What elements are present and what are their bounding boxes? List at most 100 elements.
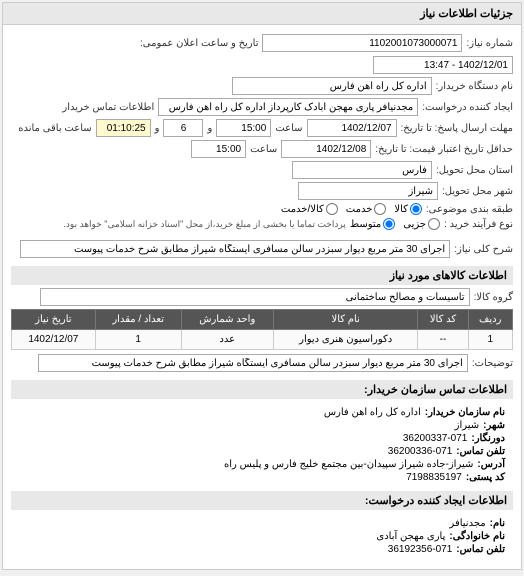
requester-section: نام: مجدنیافر نام خانوادگی: پاری مهجن آب…: [11, 510, 513, 563]
radio-partial-input[interactable]: [428, 218, 440, 230]
goods-group-label: گروه کالا:: [474, 292, 513, 303]
radio-goods[interactable]: کالا: [394, 203, 422, 215]
radio-medium[interactable]: متوسط: [350, 218, 395, 230]
delivery-city-input[interactable]: [298, 182, 438, 200]
radio-service-input[interactable]: [374, 203, 386, 215]
row-request-number: شماره نیاز: تاریخ و ساعت اعلان عمومی:: [11, 34, 513, 74]
radio-partial-label: جزیی: [403, 219, 426, 230]
req-phone-label: تلفن تماس:: [456, 544, 505, 555]
td-row: 1: [468, 330, 513, 350]
requester-input[interactable]: [158, 98, 418, 116]
info-family: نام خانوادگی: پاری مهجن آبادی: [19, 531, 505, 542]
category-radio-group: کالا خدمت کالا/خدمت: [281, 203, 422, 215]
th-date: تاریخ نیاز: [12, 310, 96, 330]
row-purchase-type: نوع فرآیند خرید : جزیی متوسط پرداخت تمام…: [11, 218, 513, 230]
row-delivery-state: استان محل تحویل:: [11, 161, 513, 179]
radio-both-input[interactable]: [326, 203, 338, 215]
requester-label: ایجاد کننده درخواست:: [422, 102, 513, 113]
announce-datetime-label: تاریخ و ساعت اعلان عمومی:: [140, 38, 259, 49]
purchase-radio-group: جزیی متوسط: [350, 218, 440, 230]
td-code: --: [418, 330, 468, 350]
time-label-1: ساعت: [275, 123, 302, 134]
info-address: آدرس: شیراز-جاده شیراز سپیدان-بین مجتمع …: [19, 459, 505, 470]
family-label: نام خانوادگی:: [449, 531, 505, 542]
org-value: اداره کل راه اهن فارس: [324, 407, 421, 418]
th-qty: تعداد / مقدار: [95, 310, 181, 330]
payment-note: پرداخت تماما یا بخشی از مبلغ خرید،از محل…: [63, 219, 345, 230]
and-label: و: [207, 123, 212, 134]
purchase-type-label: نوع فرآیند خرید :: [444, 219, 513, 230]
response-deadline-label: مهلت ارسال پاسخ: تا تاریخ:: [401, 123, 513, 134]
goods-group-input[interactable]: [40, 288, 470, 306]
contact-section: نام سازمان خریدار: اداره کل راه اهن فارس…: [11, 399, 513, 491]
info-req-phone: تلفن تماس: 36192356-071: [19, 544, 505, 555]
response-time-input[interactable]: [216, 119, 271, 137]
row-description: شرح کلی نیاز:: [11, 240, 513, 258]
info-org: نام سازمان خریدار: اداره کل راه اهن فارس: [19, 407, 505, 418]
name-value: مجدنیافر: [449, 518, 485, 529]
row-requester: ایجاد کننده درخواست: اطلاعات تماس خریدار: [11, 98, 513, 116]
req-phone-value: 36192356-071: [388, 544, 453, 555]
contact-section-title: اطلاعات تماس سازمان خریدار:: [11, 380, 513, 399]
row-delivery-city: شهر محل تحویل:: [11, 182, 513, 200]
request-number-label: شماره نیاز:: [466, 38, 513, 49]
request-number-input[interactable]: [262, 34, 462, 52]
validity-time-input[interactable]: [191, 140, 246, 158]
announce-datetime-input[interactable]: [373, 56, 513, 74]
td-name: دکوراسیون هنری دیوار: [273, 330, 418, 350]
row-response-deadline: مهلت ارسال پاسخ: تا تاریخ: ساعت و و ساعت…: [11, 119, 513, 137]
info-name: نام: مجدنیافر: [19, 518, 505, 529]
city-label: شهر:: [483, 420, 505, 431]
address-value: شیراز-جاده شیراز سپیدان-بین مجتمع خلیج ف…: [224, 459, 473, 470]
radio-partial[interactable]: جزیی: [403, 218, 440, 230]
radio-medium-input[interactable]: [383, 218, 395, 230]
goods-section-title: اطلاعات کالاهای مورد نیاز: [11, 266, 513, 285]
validity-date-input[interactable]: [281, 140, 371, 158]
radio-medium-label: متوسط: [350, 219, 381, 230]
form-body: شماره نیاز: تاریخ و ساعت اعلان عمومی: نا…: [3, 25, 521, 569]
td-date: 1402/12/07: [12, 330, 96, 350]
info-postal: کد پستی: 7198835197: [19, 472, 505, 483]
address-label: آدرس:: [477, 459, 505, 470]
phone-label: تلفن تماس:: [456, 446, 505, 457]
delivery-city-label: شهر محل تحویل:: [442, 186, 513, 197]
delivery-state-label: استان محل تحویل:: [436, 165, 513, 176]
row-table-notes: توضیحات:: [11, 354, 513, 372]
th-row: ردیف: [468, 310, 513, 330]
td-unit: عدد: [181, 330, 273, 350]
th-name: نام کالا: [273, 310, 418, 330]
row-validity-deadline: حداقل تاریخ اعتبار قیمت: تا تاریخ: ساعت: [11, 140, 513, 158]
table-notes-input[interactable]: [38, 354, 468, 372]
row-goods-group: گروه کالا:: [11, 288, 513, 306]
delivery-state-input[interactable]: [292, 161, 432, 179]
response-date-input[interactable]: [307, 119, 397, 137]
row-buyer-org: نام دستگاه خریدار:: [11, 77, 513, 95]
th-code: کد کالا: [418, 310, 468, 330]
table-header-row: ردیف کد کالا نام کالا واحد شمارش تعداد /…: [12, 310, 513, 330]
td-qty: 1: [95, 330, 181, 350]
radio-service-label: خدمت: [346, 204, 373, 215]
fax-value: 36200337-071: [403, 433, 468, 444]
description-label: شرح کلی نیاز:: [454, 244, 513, 255]
remaining-time-input[interactable]: [96, 119, 151, 137]
goods-table: ردیف کد کالا نام کالا واحد شمارش تعداد /…: [11, 309, 513, 350]
table-notes-label: توضیحات:: [472, 358, 513, 369]
family-value: پاری مهجن آبادی: [376, 531, 445, 542]
th-unit: واحد شمارش: [181, 310, 273, 330]
buyer-org-label: نام دستگاه خریدار:: [436, 81, 513, 92]
time-label-2: ساعت: [250, 144, 277, 155]
radio-both[interactable]: کالا/خدمت: [281, 203, 338, 215]
description-input[interactable]: [20, 240, 450, 258]
remaining-label: ساعت باقی مانده: [18, 123, 91, 134]
buyer-org-input[interactable]: [232, 77, 432, 95]
phone-value: 36200336-071: [388, 446, 453, 457]
postal-label: کد پستی:: [466, 472, 505, 483]
info-fax: دورنگار: 36200337-071: [19, 433, 505, 444]
radio-goods-input[interactable]: [410, 203, 422, 215]
row-category: طبقه بندی موضوعی: کالا خدمت کالا/خدمت: [11, 203, 513, 215]
remaining-days-input[interactable]: [163, 119, 203, 137]
category-label: طبقه بندی موضوعی:: [426, 204, 513, 215]
postal-value: 7198835197: [406, 472, 462, 483]
org-label: نام سازمان خریدار:: [425, 407, 505, 418]
radio-service[interactable]: خدمت: [346, 203, 387, 215]
